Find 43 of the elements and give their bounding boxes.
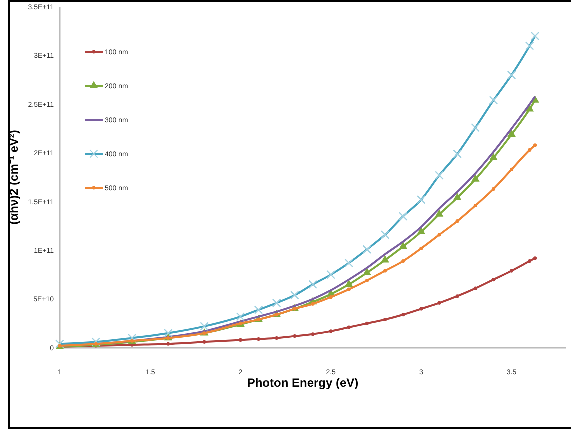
- point: [311, 332, 315, 336]
- point: [420, 307, 424, 311]
- point: [528, 148, 532, 152]
- point: [238, 338, 242, 342]
- point: [533, 256, 538, 260]
- point: [492, 187, 496, 191]
- point: [471, 174, 480, 182]
- point: [420, 246, 424, 250]
- point: [402, 260, 406, 264]
- point: [438, 233, 442, 237]
- point: [347, 326, 351, 330]
- point: [474, 286, 478, 290]
- point: [453, 193, 462, 200]
- point: [384, 269, 388, 273]
- point: [508, 130, 516, 138]
- point: [329, 296, 333, 300]
- point: [402, 313, 406, 317]
- point: [399, 242, 408, 250]
- point: [474, 204, 478, 208]
- point: [347, 288, 351, 292]
- point: [381, 256, 390, 263]
- point: [438, 301, 442, 305]
- point: [202, 340, 206, 344]
- x-axis-title: Photon Energy (eV): [247, 376, 359, 390]
- point: [329, 330, 333, 334]
- point: [492, 278, 496, 282]
- point: [490, 153, 498, 160]
- point: [456, 220, 460, 224]
- point: [510, 168, 514, 172]
- point: [417, 227, 426, 234]
- point: [311, 302, 315, 306]
- point: [365, 278, 369, 283]
- point: [363, 268, 372, 276]
- point: [365, 322, 369, 326]
- point: [456, 294, 460, 298]
- point: [510, 269, 514, 273]
- y-axis-title: (αhν)2 (cm⁻¹ eV²): [7, 130, 21, 225]
- point: [435, 210, 444, 217]
- point: [293, 334, 297, 338]
- point: [533, 144, 538, 148]
- point: [384, 318, 388, 322]
- point: [528, 260, 532, 264]
- point: [166, 342, 170, 346]
